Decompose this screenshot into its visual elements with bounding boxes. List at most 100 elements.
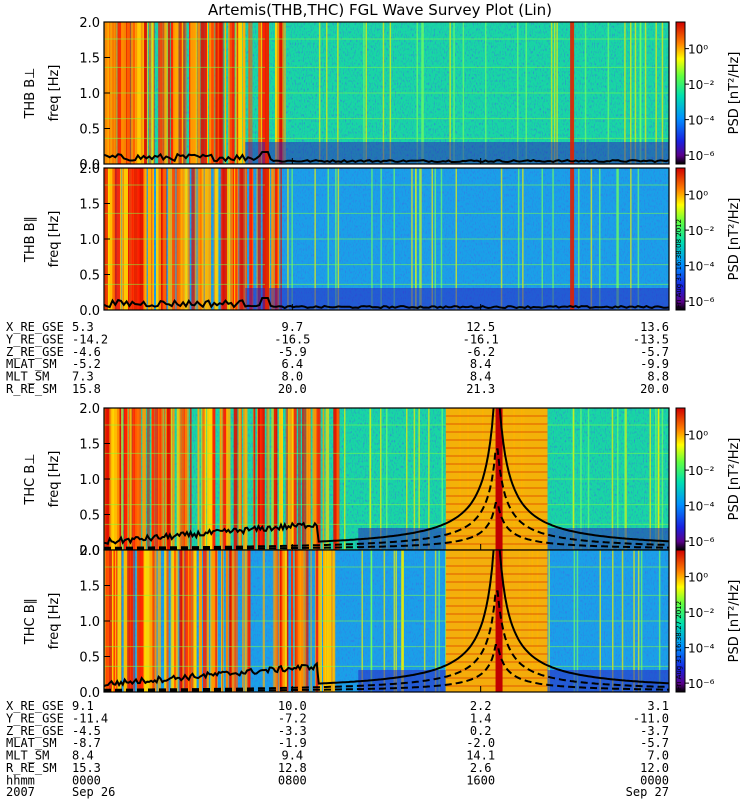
ephemeris-value: -7.2	[278, 711, 307, 725]
ephemeris-value: -5.7	[640, 345, 669, 359]
ephemeris-table: X_RE_GSE 5.3 9.7 12.5 13.6 Y_RE_GSE -14.2 -16.5…	[6, 320, 669, 799]
panel-label: THC B∥	[23, 598, 38, 645]
ephemeris-label: Z_RE_GSE	[6, 345, 64, 359]
ephemeris-label: hhmm	[6, 773, 35, 787]
ephemeris-label: MLT_SM	[6, 749, 49, 763]
ephemeris-value: 6.4	[281, 357, 303, 371]
ephemeris-value: 8.4	[72, 749, 94, 763]
y-tick-label: 1.5	[79, 580, 100, 595]
colorbar-label: PSD [nT²/Hz]	[727, 198, 742, 281]
colorbar-tick-label: 10⁻²	[688, 606, 715, 620]
ephemeris-value: 1.4	[470, 711, 492, 725]
ephemeris-value: -11.4	[72, 711, 108, 725]
cyclotron-curve	[104, 550, 669, 688]
y-axis-label: freq [Hz]	[47, 65, 62, 122]
y-tick-label: 0.0	[79, 158, 100, 173]
ephemeris-value: 14.1	[466, 749, 495, 763]
timestamp-stamp: Fri Aug 31 16:38:27 2012	[675, 601, 683, 690]
y-tick-label: 1.0	[79, 473, 100, 488]
year-label: 2007	[6, 785, 35, 799]
spectrogram-thb-bperp: 0.0 0.5 1.0 1.5 2.0 THB B⊥ freq [Hz] 10⁰ 10⁻² 10⁻…	[23, 16, 742, 173]
ephemeris-value: 5.3	[72, 320, 94, 334]
low-freq-band	[245, 142, 669, 164]
ephemeris-value: 7.0	[647, 749, 669, 763]
ephemeris-value: 9.4	[281, 749, 303, 763]
y-tick-label: 1.0	[79, 233, 100, 248]
colorbar	[675, 21, 686, 165]
ephemeris-value: 7.3	[72, 370, 94, 384]
colorbar-tick-label: 10⁻⁶	[688, 149, 715, 163]
ephemeris-value: 0000	[640, 773, 669, 787]
y-tick-label: 2.0	[79, 402, 100, 417]
quarter-cyclotron-curve	[104, 502, 669, 550]
y-tick-label: 1.0	[79, 615, 100, 630]
y-axis-label: freq [Hz]	[47, 451, 62, 508]
ephemeris-thc: X_RE_GSE 9.1 10.0 2.2 3.1 Y_RE_GSE -11.4 -7.2 1.…	[6, 699, 669, 787]
y-tick-label: 0.0	[79, 544, 100, 559]
ephemeris-value: 12.8	[278, 761, 307, 775]
ephemeris-value: -5.7	[640, 736, 669, 750]
spike-streak	[570, 168, 575, 310]
ephemeris-value: -3.7	[640, 724, 669, 738]
ephemeris-value: -4.6	[72, 345, 101, 359]
end-date-label: Sep 27	[626, 785, 669, 799]
colorbar-tick-label: 10⁻⁴	[688, 642, 715, 656]
ephemeris-value: -11.0	[633, 711, 669, 725]
start-date-label: Sep 26	[72, 785, 115, 799]
ephemeris-value: -13.5	[633, 332, 669, 346]
ephemeris-value: -5.9	[278, 345, 307, 359]
panel-label: THB B∥	[23, 216, 38, 263]
half-cyclotron-curve	[104, 590, 669, 691]
ephemeris-thb: X_RE_GSE 5.3 9.7 12.5 13.6 Y_RE_GSE -14.2 -16.5…	[6, 320, 669, 396]
ephemeris-label: MLAT_SM	[6, 357, 57, 371]
ephemeris-value: 0.2	[470, 724, 492, 738]
ephemeris-value: -14.2	[72, 332, 108, 346]
colorbar	[675, 167, 686, 311]
ephemeris-label: X_RE_GSE	[6, 699, 64, 713]
colorbar-tick-label: 10⁻²	[688, 224, 715, 238]
timestamp-stamp: Fri Aug 31 16:38:08 2012	[675, 219, 683, 308]
ephemeris-value: -9.9	[640, 357, 669, 371]
ephemeris-value: 15.8	[72, 382, 101, 396]
y-tick-label: 1.0	[79, 87, 100, 102]
y-tick-label: 0.5	[79, 651, 100, 666]
y-tick-label: 0.5	[79, 509, 100, 524]
colorbar-tick-label: 10⁻⁴	[688, 260, 715, 274]
ephemeris-value: -2.0	[466, 736, 495, 750]
ephemeris-value: 2.6	[470, 761, 492, 775]
colorbar-tick-label: 10⁻⁴	[688, 114, 715, 128]
ephemeris-label: Z_RE_GSE	[6, 724, 64, 738]
ephemeris-value: 15.3	[72, 761, 101, 775]
y-tick-label: 2.0	[79, 544, 100, 559]
half-cyclotron-curve	[104, 448, 669, 549]
ephemeris-label: R_RE_SM	[6, 761, 57, 775]
ephemeris-value: 0800	[278, 773, 307, 787]
cyclotron-curve	[104, 297, 669, 310]
ephemeris-label: Y_RE_GSE	[6, 711, 64, 725]
ephemeris-value: 9.7	[281, 320, 303, 334]
ephemeris-value: -1.9	[278, 736, 307, 750]
panel-label: THC B⊥	[23, 453, 38, 505]
ephemeris-value: -3.3	[278, 724, 307, 738]
colorbar-label: PSD [nT²/Hz]	[727, 52, 742, 135]
spectrogram-thc-bperp: 0.0 0.5 1.0 1.5 2.0 THC B⊥ freq [Hz] 10⁰ 10⁻² 10⁻…	[23, 402, 742, 559]
ephemeris-value: 8.0	[281, 370, 303, 384]
ephemeris-value: 0000	[72, 773, 101, 787]
spike-streak	[265, 168, 270, 310]
y-tick-label: 0.5	[79, 123, 100, 138]
colorbar-tick-label: 10⁻⁶	[688, 677, 715, 691]
colorbar-tick-label: 10⁻²	[688, 464, 715, 478]
ephemeris-label: R_RE_SM	[6, 382, 57, 396]
colorbar	[675, 407, 686, 551]
ephemeris-value: -8.7	[72, 736, 101, 750]
perigee-core	[495, 550, 503, 692]
colorbar	[675, 549, 686, 693]
y-tick-label: 1.5	[79, 52, 100, 67]
perigee-core	[495, 408, 503, 550]
colorbar-tick-label: 10⁻⁴	[688, 500, 715, 514]
colorbar-tick-label: 10⁰	[688, 189, 708, 203]
y-axis-label: freq [Hz]	[47, 593, 62, 650]
ephemeris-value: 21.3	[466, 382, 495, 396]
colorbar-tick-label: 10⁰	[688, 43, 708, 57]
quarter-cyclotron-curve	[104, 644, 669, 692]
